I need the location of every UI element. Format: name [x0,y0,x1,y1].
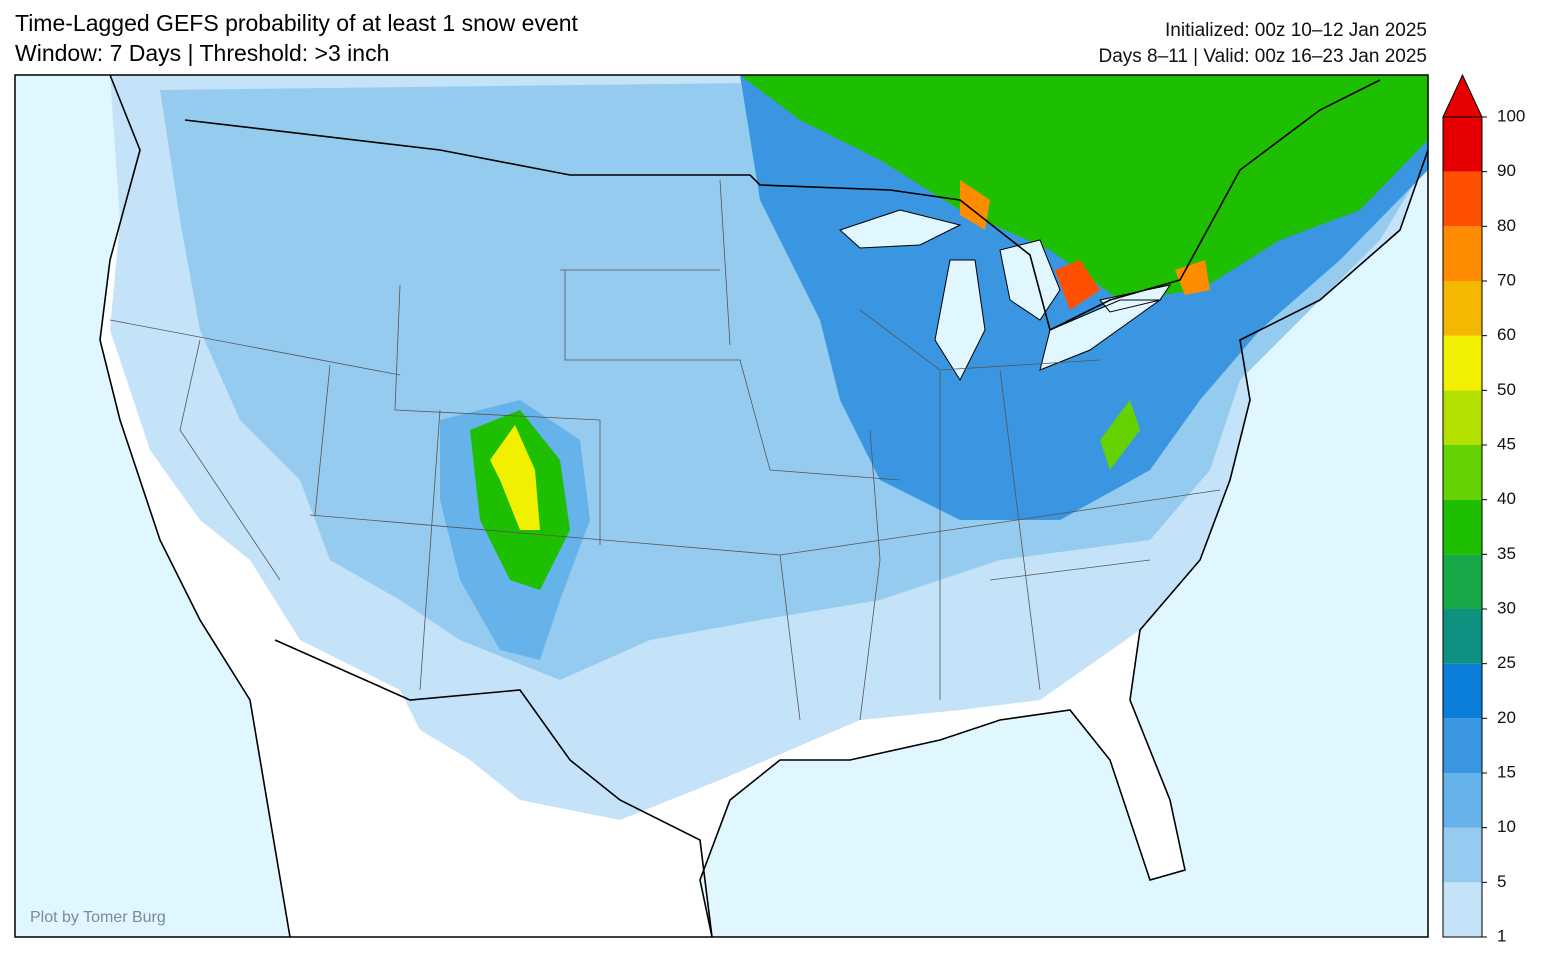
colorbar-bin [1443,718,1482,773]
colorbar-bin [1443,226,1482,281]
colorbar-bin [1443,445,1482,500]
colorbar-tick-label: 45 [1497,434,1516,453]
colorbar-tick-label: 1 [1497,926,1506,945]
colorbar-tick-label: 15 [1497,762,1516,781]
map-frame [14,74,1429,938]
colorbar-bin [1443,827,1482,883]
border [184,79,1381,937]
colorbar-tick-label: 70 [1497,270,1516,289]
colorbar-bin [1443,117,1482,172]
valid-time: Days 8–11 | Valid: 00z 16–23 Jan 2025 [1098,46,1427,67]
colorbar-tick-label: 40 [1497,489,1516,508]
snow-green [740,75,1428,300]
colorbar-bin [1443,281,1482,336]
map [15,75,1428,937]
colorbar-bin [1443,499,1482,555]
subtitle: Window: 7 Days | Threshold: >3 inch [15,40,389,66]
colorbar-tick-label: 80 [1497,216,1516,235]
init-time: Initialized: 00z 10–12 Jan 2025 [1165,20,1427,41]
colorbar-bin [1443,773,1482,828]
colorbar-extend [1442,73,1483,118]
colorbar-frame [1442,116,1483,938]
colorbar-bin [1443,390,1482,445]
title: Time-Lagged GEFS probability of at least… [15,10,579,36]
colorbar-tick-label: 90 [1497,161,1516,180]
snow-red-lake [1055,260,1100,310]
colorbar-tick-label: 60 [1497,325,1516,344]
colorbar-bin [1443,335,1482,391]
snow-green-app [1100,400,1140,470]
colorbar-tick-label: 100 [1497,106,1525,125]
snow-orange [1175,260,1210,295]
colorbar-tick-label: 10 [1497,817,1516,836]
colorbar-bin [1443,171,1482,227]
colorbar-tick-label: 30 [1497,598,1516,617]
credit: Plot by Tomer Burg [30,909,166,926]
colorbar-bin [1443,663,1482,719]
colorbar-bin [1443,609,1482,664]
coastline [99,75,1428,937]
colorbar-tick-label: 50 [1497,380,1516,399]
colorbar-tick-label: 20 [1497,708,1516,727]
state-lines [109,179,1221,721]
colorbar-tick-label: 35 [1497,544,1516,563]
colorbar-bin [1443,882,1482,937]
colorbar-tick-label: 25 [1497,653,1516,672]
colorbar-bin [1443,554,1482,609]
great-lakes [839,209,1172,382]
snow-yellow [490,425,540,530]
colorbar-tick-label: 5 [1497,872,1506,891]
